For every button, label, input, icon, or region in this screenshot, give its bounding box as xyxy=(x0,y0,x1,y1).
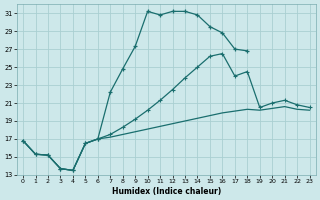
X-axis label: Humidex (Indice chaleur): Humidex (Indice chaleur) xyxy=(112,187,221,196)
